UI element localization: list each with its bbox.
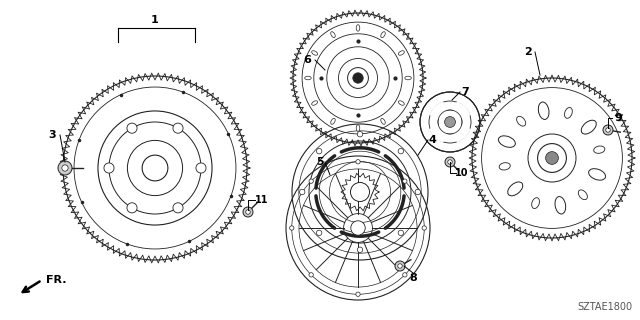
Text: 8: 8 [409,273,417,283]
Ellipse shape [405,76,412,80]
Text: 1: 1 [151,15,159,25]
Circle shape [62,165,68,171]
Ellipse shape [331,32,335,38]
Circle shape [127,203,137,213]
Circle shape [348,68,369,88]
Ellipse shape [564,108,572,118]
Ellipse shape [538,102,549,119]
Ellipse shape [312,51,317,55]
Circle shape [603,125,613,135]
Circle shape [243,207,253,217]
Circle shape [246,210,250,214]
Ellipse shape [589,169,605,180]
Text: FR.: FR. [46,275,67,285]
Ellipse shape [499,136,515,147]
Circle shape [357,132,363,137]
Circle shape [403,273,407,277]
Text: 2: 2 [524,47,532,57]
Circle shape [356,160,360,164]
Circle shape [538,144,566,172]
Circle shape [58,161,72,175]
Ellipse shape [508,182,523,196]
Ellipse shape [594,146,605,153]
Circle shape [309,273,314,277]
Circle shape [351,221,365,235]
Circle shape [545,152,558,164]
Circle shape [357,247,363,252]
Circle shape [398,148,404,154]
Circle shape [173,123,183,133]
Text: 10: 10 [455,168,468,178]
Text: 5: 5 [316,157,324,167]
Ellipse shape [356,25,360,31]
Text: 11: 11 [255,195,269,205]
Ellipse shape [356,125,360,131]
Circle shape [300,189,305,195]
Ellipse shape [398,101,404,105]
Wedge shape [430,102,446,118]
Wedge shape [430,126,446,142]
Text: 3: 3 [48,130,56,140]
Circle shape [353,73,364,83]
Circle shape [397,264,403,268]
Ellipse shape [579,190,588,200]
Ellipse shape [331,118,335,124]
Circle shape [445,157,455,167]
Text: 9: 9 [614,113,622,123]
Circle shape [289,226,294,230]
Circle shape [445,116,456,127]
Circle shape [351,182,369,202]
Circle shape [422,226,426,230]
Circle shape [316,148,322,154]
Ellipse shape [381,118,385,124]
Circle shape [142,155,168,181]
Wedge shape [454,126,470,142]
Text: 4: 4 [428,135,436,145]
Circle shape [173,203,183,213]
Circle shape [127,123,137,133]
Ellipse shape [499,163,510,170]
Ellipse shape [305,76,311,80]
Circle shape [395,261,405,271]
Circle shape [309,179,314,183]
Ellipse shape [581,120,596,134]
Text: 6: 6 [303,55,311,65]
Ellipse shape [532,198,540,209]
Ellipse shape [555,196,566,214]
Ellipse shape [381,32,385,38]
Text: SZTAE1800: SZTAE1800 [577,302,632,312]
Circle shape [398,230,404,236]
Ellipse shape [516,116,525,126]
Circle shape [316,230,322,236]
Circle shape [356,292,360,296]
Circle shape [415,189,420,195]
Text: 7: 7 [461,87,469,97]
Circle shape [448,160,452,164]
Circle shape [403,179,407,183]
Circle shape [196,163,206,173]
Circle shape [605,128,611,132]
Ellipse shape [398,51,404,55]
Circle shape [104,163,114,173]
Ellipse shape [312,101,317,105]
Wedge shape [454,102,470,118]
